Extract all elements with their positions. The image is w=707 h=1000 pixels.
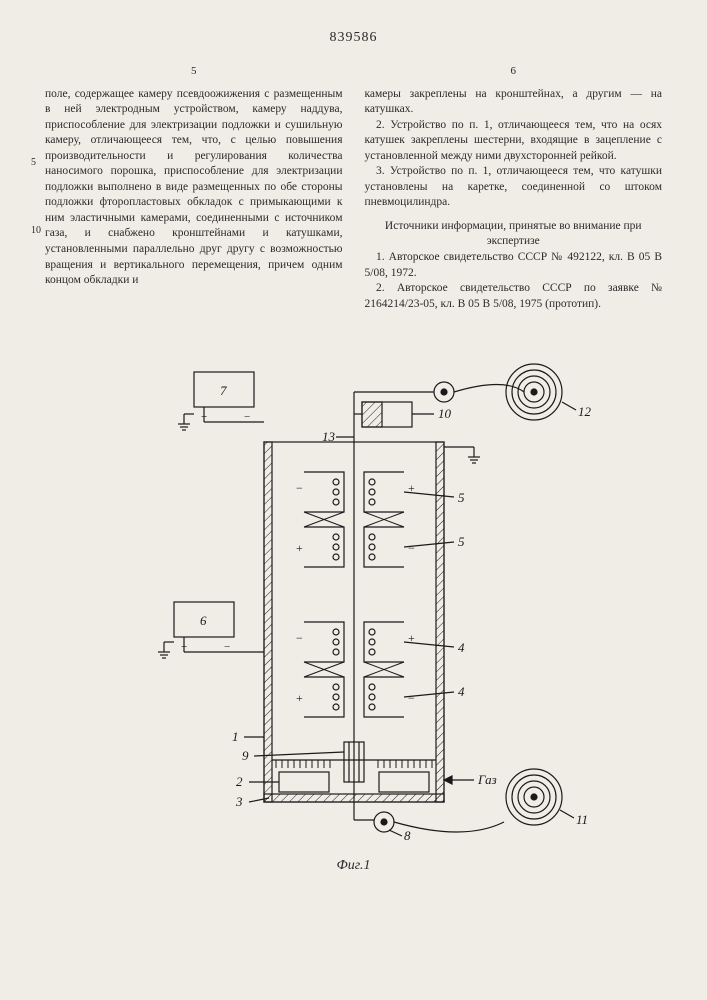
label-gas: Газ bbox=[477, 772, 497, 787]
svg-text:−: − bbox=[296, 631, 303, 645]
svg-text:−: − bbox=[408, 691, 415, 705]
left-col-text: поле, содержащее камеру псевдоожижения с… bbox=[45, 87, 343, 289]
label-3: 3 bbox=[235, 794, 243, 809]
label-8: 8 bbox=[404, 828, 411, 843]
claim-para: 2. Устройство по п. 1, отличающееся тем,… bbox=[365, 118, 663, 165]
right-column: 6 камеры закреплены на кронштейнах, а др… bbox=[365, 64, 663, 312]
label-1: 1 bbox=[232, 729, 239, 744]
figure-diagram: −+ +− −+ +− 7 + − bbox=[104, 342, 604, 852]
source-item: 2. Авторское свидетельство СССР по заявк… bbox=[365, 281, 663, 312]
label-5: 5 bbox=[458, 490, 465, 505]
svg-text:−: − bbox=[408, 541, 415, 555]
left-column: 5 5 10 поле, содержащее камеру псевдоожи… bbox=[45, 64, 343, 312]
patent-page: 839586 5 5 10 поле, содержащее камеру пс… bbox=[0, 0, 707, 894]
svg-text:+: + bbox=[181, 641, 187, 653]
left-col-number: 5 bbox=[45, 64, 343, 79]
label-12: 12 bbox=[578, 404, 592, 419]
figure-caption: Фиг.1 bbox=[45, 858, 662, 874]
svg-text:−: − bbox=[224, 641, 230, 653]
label-9: 9 bbox=[242, 748, 249, 763]
doc-number: 839586 bbox=[45, 30, 662, 46]
svg-text:−: − bbox=[244, 411, 250, 423]
label-6: 6 bbox=[200, 613, 207, 628]
svg-text:+: + bbox=[296, 541, 303, 555]
figure-area: −+ +− −+ +− 7 + − bbox=[45, 342, 662, 874]
line-number: 10 bbox=[31, 224, 41, 238]
label-4: 4 bbox=[458, 640, 465, 655]
claim-para: камеры закреплены на кронштейнах, а друг… bbox=[365, 87, 663, 118]
svg-text:+: + bbox=[201, 411, 207, 423]
label-11: 11 bbox=[576, 812, 588, 827]
label-2: 2 bbox=[236, 774, 243, 789]
label-13: 13 bbox=[322, 429, 336, 444]
line-number: 5 bbox=[31, 156, 36, 170]
svg-text:−: − bbox=[296, 481, 303, 495]
right-col-number: 6 bbox=[365, 64, 663, 79]
label-4b: 4 bbox=[458, 684, 465, 699]
source-item: 1. Авторское свидетельство СССР № 492122… bbox=[365, 250, 663, 281]
label-5b: 5 bbox=[458, 534, 465, 549]
label-7: 7 bbox=[220, 383, 227, 398]
label-10: 10 bbox=[438, 406, 452, 421]
claim-para: 3. Устройство по п. 1, отличающееся тем,… bbox=[365, 164, 663, 211]
sources-title: Источники информации, принятые во вниман… bbox=[365, 219, 663, 250]
svg-text:+: + bbox=[296, 691, 303, 705]
text-columns: 5 5 10 поле, содержащее камеру псевдоожи… bbox=[45, 64, 662, 312]
